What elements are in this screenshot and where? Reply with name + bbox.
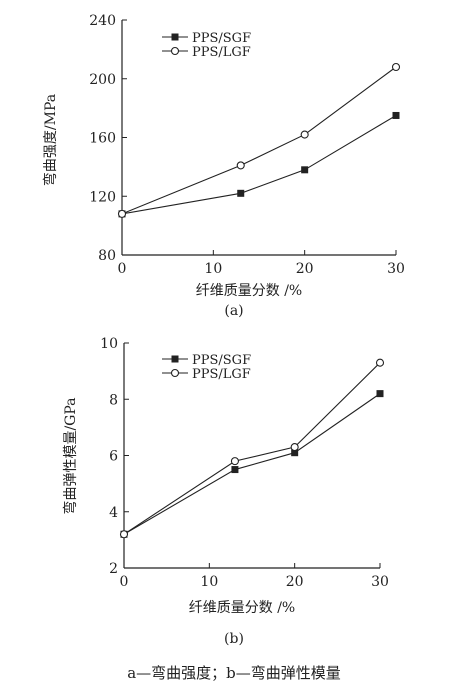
y-tick-label: 160 — [89, 131, 116, 147]
data-point-circle — [236, 161, 245, 170]
x-tick-label: 10 — [204, 261, 222, 277]
y-tick-label: 240 — [89, 13, 116, 29]
data-point-square — [291, 449, 299, 457]
x-tick-label: 10 — [200, 574, 218, 590]
x-axis-label: 纤维质量分数 /% — [196, 283, 302, 299]
data-point-square — [392, 111, 400, 119]
legend-label: PPS/LGF — [192, 367, 251, 382]
data-point-circle — [230, 457, 239, 466]
y-tick-label: 200 — [89, 72, 116, 88]
data-point-square — [231, 466, 239, 474]
x-tick-label: 0 — [120, 574, 129, 590]
y-tick-label: 4 — [109, 505, 118, 521]
x-tick-label: 30 — [371, 574, 389, 590]
panel-label: (a) — [224, 303, 243, 319]
x-tick-label: 30 — [387, 261, 405, 277]
y-tick-label: 120 — [89, 189, 116, 205]
x-tick-label: 0 — [118, 261, 127, 277]
y-tick-label: 2 — [109, 561, 118, 577]
data-point-square — [301, 166, 309, 174]
data-point-circle — [391, 62, 401, 72]
series-line-pps-lgf — [121, 66, 397, 215]
legend-marker-circle — [170, 368, 180, 378]
series-line-pps-sgf — [123, 393, 381, 535]
y-tick-label: 80 — [98, 248, 116, 264]
figure-caption: a—弯曲强度；b—弯曲弹性模量 — [127, 664, 341, 682]
legend-marker-square — [171, 33, 179, 41]
x-tick-label: 20 — [286, 574, 304, 590]
series-line-pps-sgf — [121, 114, 397, 215]
data-point-circle — [119, 530, 129, 539]
y-tick-label: 10 — [100, 336, 118, 352]
chart-b: 2 4 6 8 10 0 10 20 30 纤维质量分数 /% 弯曲弹性模量/GPa (b) PPS/S… — [62, 336, 389, 647]
legend-marker-square — [171, 355, 179, 363]
series-line-pps-lgf — [123, 362, 381, 535]
legend-label: PPS/LGF — [192, 45, 251, 60]
data-point-circle — [290, 443, 299, 452]
y-axis-label: 弯曲强度/MPa — [42, 94, 59, 186]
y-tick-label: 8 — [109, 392, 118, 408]
x-axis-label: 纤维质量分数 /% — [189, 600, 295, 616]
legend-marker-circle — [170, 46, 180, 56]
data-point-circle — [300, 130, 309, 139]
legend-label: PPS/SGF — [192, 353, 251, 368]
data-point-circle — [117, 209, 127, 218]
y-axis-label: 弯曲弹性模量/GPa — [62, 397, 79, 514]
x-tick-label: 20 — [296, 261, 314, 277]
data-point-circle — [375, 358, 385, 367]
chart-a: 80 120 160 200 240 0 10 20 30 纤维质量分数 /% 弯曲强度/MPa (a… — [42, 13, 405, 319]
data-point-square — [376, 390, 384, 398]
data-point-square — [237, 189, 245, 197]
legend-label: PPS/SGF — [192, 31, 251, 46]
y-tick-label: 6 — [109, 449, 118, 465]
panel-label: (b) — [224, 631, 244, 647]
